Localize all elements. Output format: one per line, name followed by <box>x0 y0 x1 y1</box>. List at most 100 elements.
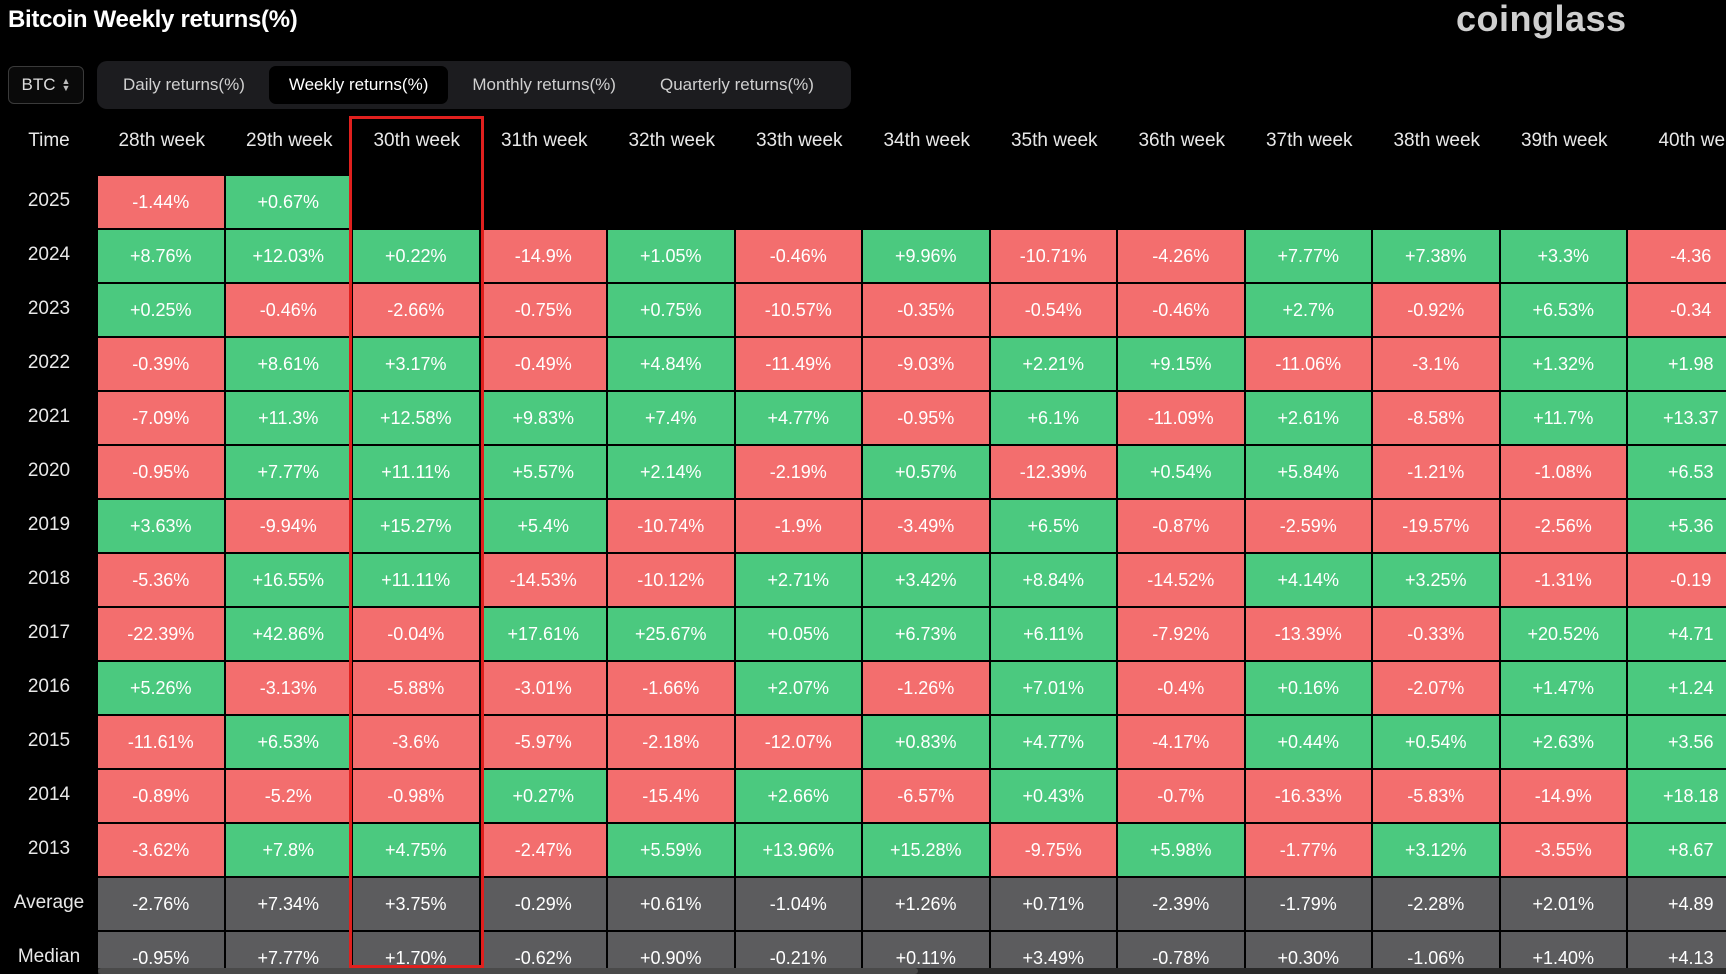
return-cell: -1.31% <box>1500 554 1626 606</box>
return-cell: -3.49% <box>863 500 989 552</box>
tab-weekly-returns[interactable]: Weekly returns(%) <box>268 66 449 104</box>
return-cell: -0.33% <box>1373 608 1499 660</box>
return-cell: +0.57% <box>863 446 989 498</box>
return-cell: -4.17% <box>1118 716 1244 768</box>
return-cell: +0.75% <box>608 284 734 336</box>
column-header: 31th week <box>500 130 588 151</box>
return-cell: +1.32% <box>1500 338 1626 390</box>
tab-quarterly-returns[interactable]: Quarterly returns(%) <box>659 75 814 94</box>
return-cell: -0.92% <box>1373 284 1499 336</box>
return-cell: +2.63% <box>1500 716 1626 768</box>
return-cell: +5.57% <box>480 446 606 498</box>
return-cell: -2.07% <box>1373 662 1499 714</box>
column-header: 32th week <box>628 130 716 151</box>
return-cell: +1.24 <box>1628 662 1726 714</box>
summary-cell: -0.95% <box>98 932 224 974</box>
return-cell: -1.9% <box>735 500 861 552</box>
return-cell: +1.47% <box>1500 662 1626 714</box>
horizontal-scrollbar-thumb[interactable] <box>98 968 918 974</box>
return-cell: +9.15% <box>1118 338 1244 390</box>
return-cell: +3.56 <box>1628 716 1726 768</box>
return-cell: +3.63% <box>98 500 224 552</box>
summary-cell: +2.01% <box>1500 878 1626 930</box>
summary-cell: -2.76% <box>98 878 224 930</box>
column-header: 40th we <box>1658 130 1726 151</box>
column-header: 39th week <box>1520 130 1608 151</box>
summary-cell: +0.11% <box>863 932 989 974</box>
summary-cell: -0.29% <box>480 878 606 930</box>
return-cell: -0.98% <box>353 770 479 822</box>
return-cell: +5.98% <box>1118 824 1244 876</box>
return-cell: -1.21% <box>1373 446 1499 498</box>
column-header: 37th week <box>1265 130 1353 151</box>
return-cell: +25.67% <box>608 608 734 660</box>
return-cell: +13.96% <box>735 824 861 876</box>
return-cell: -19.57% <box>1373 500 1499 552</box>
return-cell: -0.75% <box>480 284 606 336</box>
empty-cell <box>1118 176 1244 228</box>
return-cell: +15.27% <box>353 500 479 552</box>
return-cell: -10.57% <box>735 284 861 336</box>
return-cell: -6.57% <box>863 770 989 822</box>
return-cell: +11.11% <box>353 554 479 606</box>
tab-monthly-returns[interactable]: Monthly returns(%) <box>472 75 616 94</box>
empty-cell <box>608 176 734 228</box>
empty-cell <box>1246 176 1372 228</box>
return-cell: -7.09% <box>98 392 224 444</box>
summary-cell: +1.26% <box>863 878 989 930</box>
return-cell: +9.83% <box>480 392 606 444</box>
empty-cell <box>1501 176 1627 228</box>
coin-select[interactable]: BTC ▲ ▼ <box>8 66 84 104</box>
return-cell: -7.92% <box>1118 608 1244 660</box>
return-cell: +0.54% <box>1373 716 1499 768</box>
return-cell: +8.61% <box>225 338 351 390</box>
return-cell: -5.36% <box>98 554 224 606</box>
return-cell: -11.49% <box>735 338 861 390</box>
return-cell: -16.33% <box>1245 770 1371 822</box>
return-cell: -10.71% <box>990 230 1116 282</box>
column-header: 28th week <box>118 130 206 151</box>
row-label-year: 2023 <box>27 298 71 319</box>
return-cell: +5.36 <box>1628 500 1726 552</box>
return-cell: -0.46% <box>735 230 861 282</box>
summary-cell: -0.21% <box>735 932 861 974</box>
return-cell: -5.83% <box>1373 770 1499 822</box>
return-cell: +16.55% <box>225 554 351 606</box>
return-cell: -4.26% <box>1118 230 1244 282</box>
return-cell: -0.39% <box>98 338 224 390</box>
column-header: 36th week <box>1138 130 1226 151</box>
return-cell: -3.1% <box>1373 338 1499 390</box>
return-cell: +6.53% <box>225 716 351 768</box>
horizontal-scrollbar[interactable] <box>98 968 1726 974</box>
tab-daily-returns[interactable]: Daily returns(%) <box>123 75 245 94</box>
summary-cell: -1.04% <box>735 878 861 930</box>
row-label-year: 2017 <box>27 622 71 643</box>
return-cell: -0.95% <box>863 392 989 444</box>
return-cell: +4.84% <box>608 338 734 390</box>
return-cell: +0.25% <box>98 284 224 336</box>
row-label-year: 2024 <box>27 244 71 265</box>
return-cell: +2.21% <box>990 338 1116 390</box>
return-cell: -12.07% <box>735 716 861 768</box>
return-cell: -15.4% <box>608 770 734 822</box>
row-label-year: 2015 <box>27 730 71 751</box>
coin-select-value: BTC <box>21 75 56 94</box>
empty-cell <box>1628 176 1726 228</box>
row-label-year: 2022 <box>27 352 71 373</box>
summary-cell: +7.77% <box>225 932 351 974</box>
return-cell: +9.96% <box>863 230 989 282</box>
updown-chevron-icon: ▲ ▼ <box>61 76 71 93</box>
return-cell: -0.49% <box>480 338 606 390</box>
return-cell: -14.9% <box>480 230 606 282</box>
summary-cell: +4.89 <box>1628 878 1726 930</box>
summary-cell: +3.75% <box>353 878 479 930</box>
return-cell: +5.59% <box>608 824 734 876</box>
return-cell: +17.61% <box>480 608 606 660</box>
return-cell: -3.62% <box>98 824 224 876</box>
return-cell: -0.4% <box>1118 662 1244 714</box>
return-cell: +0.67% <box>225 176 351 228</box>
page-title: Bitcoin Weekly returns(%) <box>8 6 298 33</box>
return-cell: -10.12% <box>608 554 734 606</box>
return-cell: +12.03% <box>225 230 351 282</box>
return-cell: -3.6% <box>353 716 479 768</box>
